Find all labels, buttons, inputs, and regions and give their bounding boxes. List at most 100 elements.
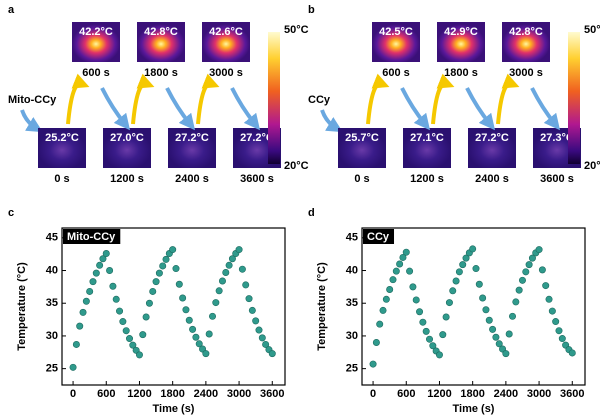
- thermal-image: [168, 128, 216, 168]
- data-point: [139, 331, 147, 339]
- sample-label: Mito-CCy: [8, 94, 57, 106]
- colorbar-max: 50°C: [584, 24, 600, 36]
- thermal-image: [502, 22, 550, 62]
- data-point: [419, 318, 427, 326]
- time-label: 3600 s: [240, 173, 274, 185]
- image-temperature: 42.6°C: [209, 26, 243, 38]
- y-tick-label: 35: [46, 297, 58, 309]
- data-point: [106, 267, 114, 275]
- data-point: [396, 260, 404, 268]
- data-point: [548, 307, 556, 315]
- y-tick-label: 30: [46, 330, 58, 342]
- image-temperature: 42.8°C: [144, 26, 178, 38]
- y-tick-label: 25: [46, 363, 58, 375]
- colorbar: [268, 32, 280, 164]
- data-point: [89, 278, 97, 286]
- data-point: [535, 246, 543, 254]
- time-label: 1800 s: [444, 67, 478, 79]
- data-point: [112, 295, 120, 303]
- data-point: [72, 340, 80, 348]
- thermal-image: [372, 22, 420, 62]
- time-label: 3000 s: [509, 67, 543, 79]
- data-point: [406, 267, 414, 275]
- data-point: [192, 333, 200, 341]
- data-point: [152, 278, 160, 286]
- image-temperature: 42.8°C: [509, 26, 543, 38]
- data-point: [252, 317, 260, 325]
- data-point: [126, 335, 134, 343]
- colorbar-min: 20°C: [584, 160, 600, 172]
- x-tick-label: 1800: [460, 388, 484, 400]
- data-point: [218, 277, 226, 285]
- data-point: [262, 340, 270, 348]
- x-tick-label: 1800: [160, 388, 184, 400]
- data-point: [122, 327, 130, 335]
- x-tick-label: 3000: [527, 388, 551, 400]
- data-point: [102, 250, 110, 258]
- thermal-image: [403, 128, 451, 168]
- data-point: [205, 330, 213, 338]
- data-point: [439, 331, 447, 339]
- data-point: [92, 269, 100, 277]
- data-point: [235, 246, 243, 254]
- data-point: [502, 350, 510, 358]
- data-point: [528, 254, 536, 262]
- data-point: [222, 268, 230, 276]
- x-axis-label: Time (s): [153, 403, 195, 415]
- data-point: [555, 327, 563, 335]
- image-temperature: 27.0°C: [110, 132, 144, 144]
- data-point: [155, 269, 163, 277]
- thermal-image: [103, 128, 151, 168]
- data-point: [509, 312, 517, 320]
- y-tick-label: 45: [346, 232, 358, 244]
- arrow: [431, 73, 455, 125]
- image-temperature: 27.2°C: [175, 132, 209, 144]
- y-tick-label: 40: [346, 264, 358, 276]
- data-point: [382, 295, 390, 303]
- sample-label: CCy: [308, 94, 331, 106]
- data-point: [238, 265, 246, 273]
- data-point: [162, 255, 170, 263]
- data-point: [459, 261, 467, 269]
- y-axis-label: Temperature (°C): [316, 262, 328, 351]
- data-point: [215, 287, 223, 295]
- legend-label: CCy: [367, 231, 390, 243]
- arrow: [20, 109, 43, 133]
- data-point: [495, 340, 503, 348]
- data-point: [369, 360, 377, 368]
- data-point: [245, 295, 253, 303]
- data-point: [558, 335, 566, 343]
- data-point: [482, 306, 490, 314]
- x-tick-label: 3600: [560, 388, 584, 400]
- thermal-image: [202, 22, 250, 62]
- data-point: [202, 350, 210, 358]
- data-point: [442, 313, 450, 321]
- arrow: [100, 87, 131, 131]
- data-point: [209, 312, 217, 320]
- data-point: [538, 266, 546, 274]
- y-tick-label: 35: [346, 297, 358, 309]
- data-point: [258, 334, 266, 342]
- data-point: [212, 299, 220, 307]
- image-temperature: 25.7°C: [345, 132, 379, 144]
- thermal-image: [38, 128, 86, 168]
- data-point: [195, 340, 203, 348]
- x-tick-label: 1200: [427, 388, 451, 400]
- time-label: 0 s: [54, 173, 69, 185]
- data-point: [82, 297, 90, 305]
- image-temperature: 42.9°C: [444, 26, 478, 38]
- data-point: [435, 351, 443, 359]
- data-point: [452, 277, 460, 285]
- arrow: [230, 87, 261, 131]
- data-point: [479, 294, 487, 302]
- data-point: [389, 276, 397, 284]
- time-label: 2400 s: [475, 173, 509, 185]
- plot-frame: [61, 227, 286, 386]
- time-label: 3000 s: [209, 67, 243, 79]
- x-tick-label: 3000: [227, 388, 251, 400]
- legend-box: [363, 229, 395, 244]
- data-point: [492, 333, 500, 341]
- time-label: 600 s: [382, 67, 410, 79]
- data-point: [515, 286, 523, 294]
- data-point: [76, 322, 84, 330]
